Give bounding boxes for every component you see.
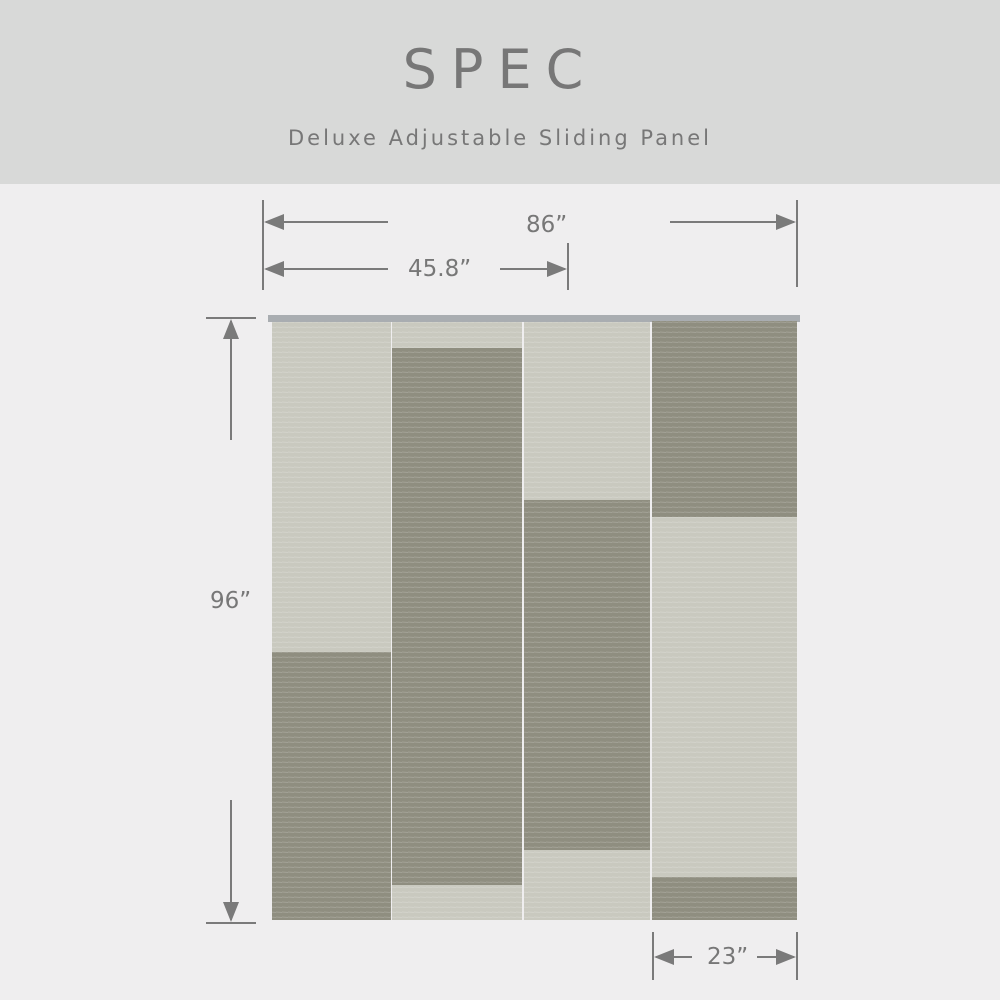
header-band: SPEC Deluxe Adjustable Sliding Panel	[0, 0, 1000, 184]
panel-4	[652, 321, 797, 920]
page-title: SPEC	[402, 38, 598, 101]
panel-2	[392, 322, 522, 920]
dimension-lines	[206, 200, 798, 980]
panel-width-label: 23”	[707, 944, 749, 970]
panel-1	[272, 322, 391, 920]
track-rail	[268, 315, 800, 322]
panel-3	[524, 322, 650, 920]
track-width-label: 45.8”	[408, 256, 472, 282]
height-label: 96”	[210, 588, 252, 614]
total-width-label: 86”	[526, 212, 568, 238]
page-subtitle: Deluxe Adjustable Sliding Panel	[287, 126, 713, 150]
